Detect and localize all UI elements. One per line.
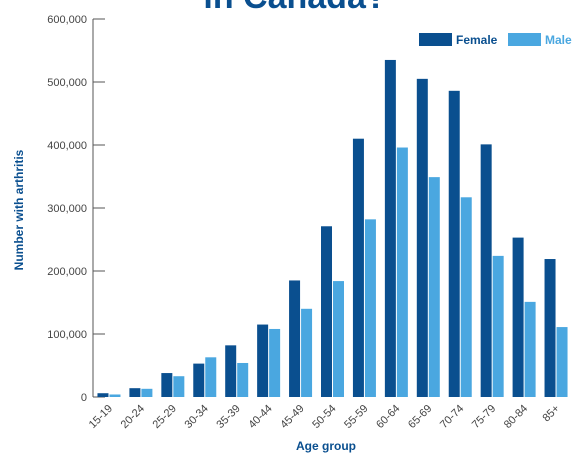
bar-female-30-34 [193, 363, 205, 397]
x-tick-label: 80-84 [502, 403, 530, 431]
bar-male-60-64 [396, 147, 408, 397]
bar-male-70-74 [460, 197, 472, 397]
legend-male-label: Male [545, 33, 572, 47]
x-tick-label: 70-74 [438, 403, 466, 431]
bar-male-15-19 [109, 394, 121, 397]
bar-female-35-39 [225, 345, 237, 397]
chart-title: in Canada? [203, 0, 386, 16]
bar-male-65-69 [428, 177, 440, 397]
legend: Female Male [419, 33, 572, 47]
y-axis: 0 100,000 200,000 300,000 400,000 500,000 600,… [47, 14, 105, 404]
bar-female-50-54 [321, 226, 332, 397]
bar-female-75-79 [480, 144, 492, 397]
y-tick-label: 300,000 [47, 203, 87, 215]
x-tick-label: 35-39 [214, 403, 242, 431]
y-tick-label: 200,000 [47, 266, 87, 278]
x-axis-label: Age group [296, 439, 356, 453]
bar-male-25-29 [173, 376, 185, 397]
bar-female-80-84 [512, 237, 524, 397]
bar-male-80-84 [524, 301, 536, 397]
legend-male-swatch [508, 33, 541, 46]
bar-female-60-64 [384, 59, 396, 397]
y-tick-label: 100,000 [47, 329, 87, 341]
x-tick-label: 40-44 [246, 403, 274, 431]
y-tick-label: 400,000 [47, 140, 87, 152]
y-axis-label: Number with arthritis [12, 149, 26, 270]
x-tick-label: 60-64 [374, 403, 402, 431]
bar-male-20-24 [141, 388, 153, 397]
x-tick-label: 65-69 [406, 403, 434, 431]
x-tick-label: 45-49 [278, 403, 306, 431]
bar-male-45-49 [301, 308, 313, 397]
x-tick-label: 75-79 [470, 403, 498, 431]
y-tick-label: 500,000 [47, 77, 87, 89]
bar-female-65-69 [416, 78, 428, 397]
x-tick-label: 30-34 [183, 403, 211, 431]
bar-female-70-74 [448, 90, 460, 397]
legend-female-swatch [419, 33, 452, 46]
bar-male-40-44 [269, 328, 281, 397]
bar-female-85+ [544, 259, 556, 397]
bar-female-25-29 [161, 373, 173, 397]
bar-male-30-34 [205, 357, 217, 397]
x-tick-label: 15-19 [87, 403, 115, 431]
bar-female-15-19 [97, 393, 109, 397]
bar-male-85+ [556, 327, 568, 397]
bar-male-35-39 [237, 362, 249, 397]
bar-female-40-44 [257, 324, 269, 397]
bar-male-55-59 [364, 219, 376, 397]
x-tick-label: 20-24 [119, 403, 147, 431]
y-tick-label: 600,000 [47, 14, 87, 26]
x-axis: 15-19 20-24 25-29 30-34 35-39 40-44 45-49 50-54… [87, 403, 562, 431]
bars [97, 59, 568, 397]
x-tick-label: 25-29 [151, 403, 179, 431]
legend-female-label: Female [456, 33, 498, 47]
bar-female-45-49 [289, 280, 301, 397]
bar-male-50-54 [333, 281, 344, 397]
x-tick-label: 55-59 [342, 403, 370, 431]
bar-female-55-59 [352, 138, 364, 397]
x-tick-label: 85+ [540, 403, 562, 425]
y-tick-label: 0 [81, 392, 87, 404]
bar-male-75-79 [492, 255, 504, 397]
x-tick-label: 50-54 [310, 403, 338, 431]
bar-female-20-24 [129, 388, 141, 397]
